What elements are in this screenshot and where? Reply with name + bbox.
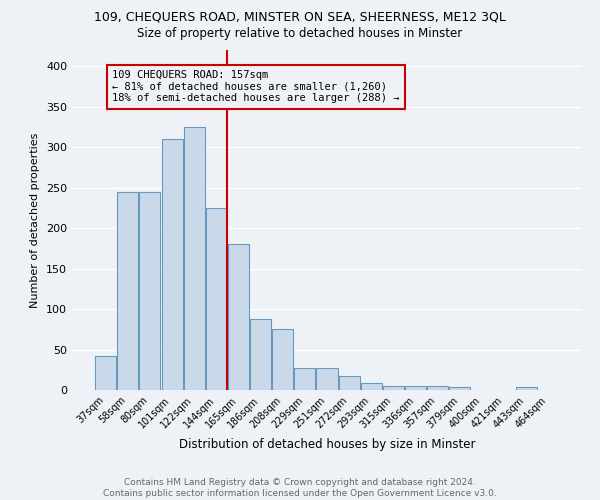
Bar (515, 387, 536, 390)
Text: Contains HM Land Registry data © Crown copyright and database right 2024.
Contai: Contains HM Land Registry data © Crown c… (103, 478, 497, 498)
Text: Size of property relative to detached houses in Minster: Size of property relative to detached ho… (137, 28, 463, 40)
Text: 109 CHEQUERS ROAD: 157sqm
← 81% of detached houses are smaller (1,260)
18% of se: 109 CHEQUERS ROAD: 157sqm ← 81% of detac… (112, 70, 400, 103)
Bar (338, 376, 359, 390)
Bar (383, 386, 404, 390)
Bar (139, 192, 160, 390)
Bar (161, 139, 182, 390)
Bar (250, 319, 271, 390)
Bar (118, 192, 139, 390)
Bar (405, 386, 426, 390)
Bar (427, 386, 448, 390)
X-axis label: Distribution of detached houses by size in Minster: Distribution of detached houses by size … (179, 438, 475, 451)
Bar (361, 382, 382, 390)
Bar (295, 368, 316, 390)
Bar (228, 244, 249, 390)
Bar (206, 208, 227, 390)
Bar (95, 356, 116, 390)
Y-axis label: Number of detached properties: Number of detached properties (31, 132, 40, 308)
Bar (449, 387, 470, 390)
Bar (316, 368, 338, 390)
Text: 109, CHEQUERS ROAD, MINSTER ON SEA, SHEERNESS, ME12 3QL: 109, CHEQUERS ROAD, MINSTER ON SEA, SHEE… (94, 10, 506, 23)
Bar (272, 330, 293, 390)
Bar (184, 127, 205, 390)
